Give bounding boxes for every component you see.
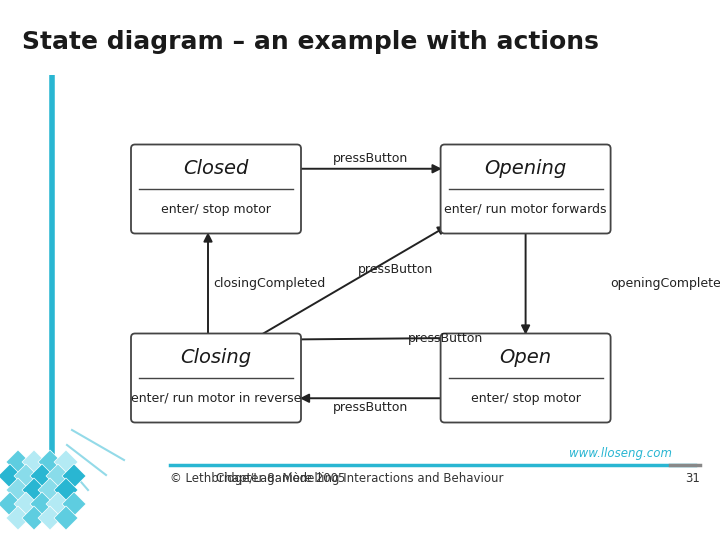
Polygon shape (38, 478, 62, 502)
Text: Opening: Opening (485, 159, 567, 178)
Text: enter/ stop motor: enter/ stop motor (161, 202, 271, 216)
Polygon shape (62, 464, 86, 488)
Polygon shape (54, 478, 78, 502)
Text: Closed: Closed (184, 159, 248, 178)
Polygon shape (6, 478, 30, 502)
Text: enter/ run motor in reverse: enter/ run motor in reverse (131, 392, 301, 405)
Polygon shape (14, 464, 38, 488)
Polygon shape (30, 464, 54, 488)
FancyBboxPatch shape (441, 334, 611, 422)
Polygon shape (14, 492, 38, 516)
Polygon shape (38, 506, 62, 530)
Text: © Lethbridge/Laganière 2005: © Lethbridge/Laganière 2005 (170, 472, 346, 485)
Text: pressButton: pressButton (333, 152, 408, 165)
Polygon shape (22, 450, 46, 474)
Polygon shape (0, 464, 22, 488)
Polygon shape (6, 506, 30, 530)
Text: closingCompleted: closingCompleted (213, 277, 325, 290)
Polygon shape (38, 450, 62, 474)
Text: pressButton: pressButton (333, 401, 408, 414)
Text: openingCompleted: openingCompleted (611, 277, 720, 290)
Polygon shape (54, 506, 78, 530)
Polygon shape (30, 492, 54, 516)
Polygon shape (46, 464, 70, 488)
Text: State diagram – an example with actions: State diagram – an example with actions (22, 30, 599, 54)
Text: pressButton: pressButton (358, 263, 433, 276)
Text: enter/ stop motor: enter/ stop motor (471, 392, 580, 405)
FancyBboxPatch shape (131, 145, 301, 233)
Polygon shape (0, 492, 22, 516)
Text: www.lloseng.com: www.lloseng.com (569, 447, 672, 460)
FancyBboxPatch shape (441, 145, 611, 233)
Polygon shape (54, 450, 78, 474)
Text: pressButton: pressButton (408, 332, 483, 345)
Polygon shape (6, 450, 30, 474)
Polygon shape (22, 478, 46, 502)
Polygon shape (62, 492, 86, 516)
FancyBboxPatch shape (131, 334, 301, 422)
Polygon shape (46, 492, 70, 516)
Text: enter/ run motor forwards: enter/ run motor forwards (444, 202, 607, 216)
Text: Closing: Closing (181, 348, 251, 367)
Text: 31: 31 (685, 472, 700, 485)
Text: Chapter 8: Modelling Interactions and Behaviour: Chapter 8: Modelling Interactions and Be… (216, 472, 504, 485)
Text: Open: Open (500, 348, 552, 367)
Polygon shape (22, 506, 46, 530)
